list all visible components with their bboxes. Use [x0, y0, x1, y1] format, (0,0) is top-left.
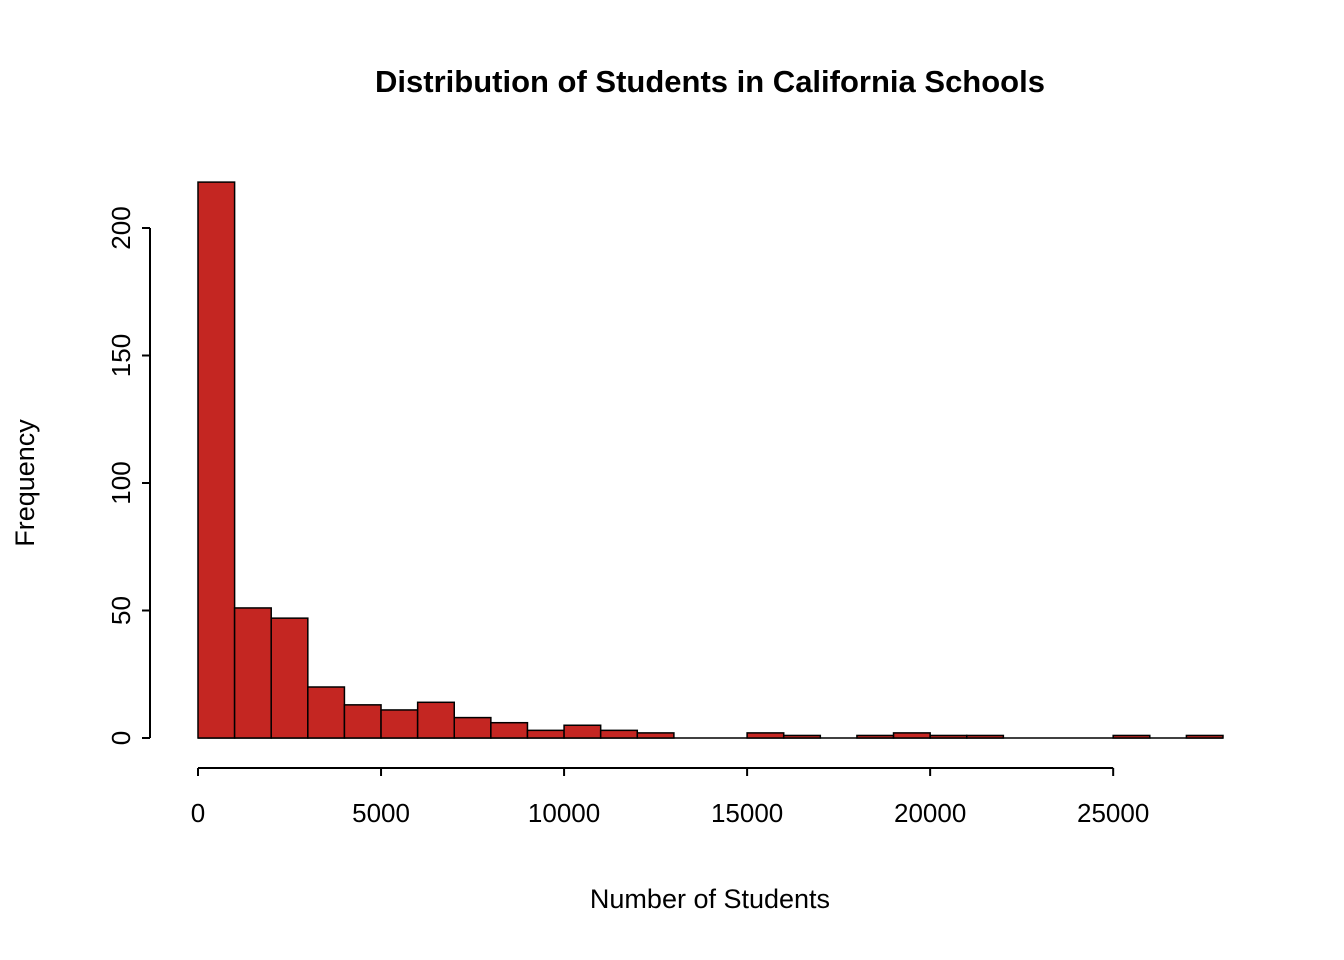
x-tick-label: 20000 — [894, 798, 966, 828]
x-axis-title: Number of Students — [590, 884, 830, 914]
histogram-bar — [746, 732, 785, 739]
y-tick-label: 0 — [106, 731, 136, 745]
histogram-bar — [966, 734, 1005, 739]
y-axis-title: Frequency — [10, 419, 40, 547]
histogram-bar — [490, 721, 529, 739]
histogram-bar — [526, 729, 565, 739]
histogram-bar — [1112, 734, 1151, 739]
histogram-bar — [343, 704, 382, 739]
x-tick-label: 15000 — [711, 798, 783, 828]
histogram-bar — [233, 607, 272, 739]
y-tick-label: 200 — [106, 206, 136, 249]
y-axis: 0 50 100 150 200 — [106, 206, 151, 745]
histogram-bar — [416, 701, 455, 739]
histogram-bar — [307, 686, 346, 739]
histogram-bar — [892, 732, 931, 739]
x-tick-label: 0 — [191, 798, 205, 828]
histogram-bar — [636, 732, 675, 739]
histogram-bar — [453, 716, 492, 739]
histogram-bar — [856, 734, 895, 739]
bars-group — [197, 181, 1224, 739]
histogram-bar — [563, 724, 602, 739]
histogram-bar — [270, 617, 309, 739]
y-tick-label: 100 — [106, 461, 136, 504]
x-tick-label: 25000 — [1077, 798, 1149, 828]
histogram-bar — [782, 734, 822, 739]
histogram-bar — [599, 729, 639, 739]
histogram-bar — [929, 734, 968, 739]
y-tick-label: 150 — [106, 334, 136, 377]
chart-title: Distribution of Students in California S… — [375, 64, 1045, 99]
x-tick-label: 10000 — [528, 798, 600, 828]
y-tick-label: 50 — [106, 596, 136, 625]
x-tick-label: 5000 — [352, 798, 410, 828]
histogram-bar — [197, 181, 236, 739]
x-axis: 0 5000 10000 15000 20000 25000 — [191, 767, 1149, 828]
histogram-bar — [1185, 734, 1224, 739]
histogram-bar — [380, 709, 419, 739]
